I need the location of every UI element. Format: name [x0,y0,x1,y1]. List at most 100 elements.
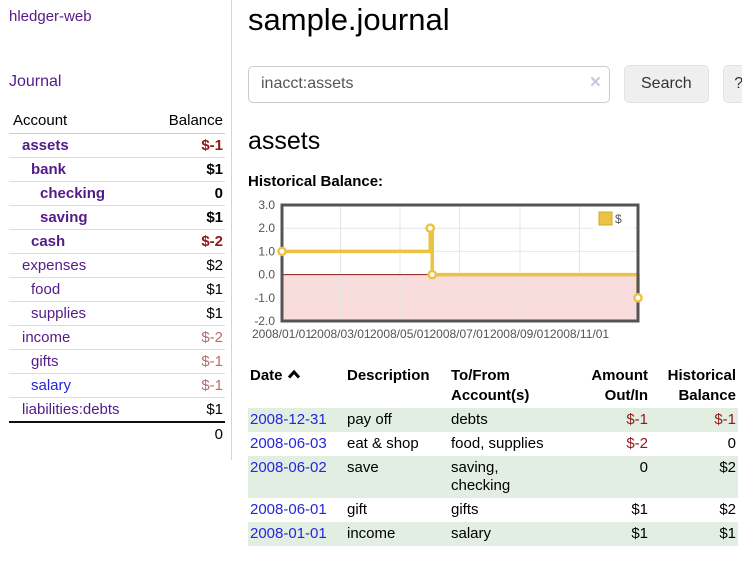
svg-text:1.0: 1.0 [258,244,275,258]
account-link[interactable]: cash [31,233,66,250]
account-link[interactable]: saving [40,209,88,226]
transaction-accounts: food, supplies [451,435,544,452]
account-balance: $1 [149,157,225,182]
account-link[interactable]: checking [40,185,106,202]
svg-text:-2.0: -2.0 [254,314,275,328]
transaction-balance: $1 [719,525,736,542]
account-link[interactable]: supplies [31,305,87,322]
search-form: × Search ? [248,65,742,103]
transaction-amount: $1 [631,501,648,518]
register-header-description[interactable]: Description [347,367,430,384]
balance-chart-svg: 3.0 2.0 1.0 0.0 -1.0 -2.02008/01/012008/03/01… [252,198,643,341]
register-row: 2008-01-01 income salary $1 $1 [248,522,738,546]
transaction-accounts: gifts [451,501,479,518]
svg-text:2008/09/01: 2008/09/01 [490,327,550,341]
accounts-header-balance: Balance [149,110,225,134]
transaction-description: gift [347,501,368,518]
account-row: liabilities:debts $1 [9,397,225,422]
account-balance: $-2 [149,229,225,254]
transaction-date-link[interactable]: 2008-06-02 [250,459,327,476]
search-input-wrap: × [248,65,610,103]
account-row: bank $1 [9,157,225,182]
account-row: saving $1 [9,205,225,230]
account-balance: $1 [149,277,225,302]
account-row: checking 0 [9,181,225,206]
account-row: income $-2 [9,325,225,350]
page-title: sample.journal [248,2,450,37]
transaction-balance: $2 [719,501,736,518]
transaction-amount: 0 [639,459,648,476]
svg-text:-1.0: -1.0 [254,291,275,305]
register-header-amount[interactable]: Amount Out/In [591,367,648,404]
account-link[interactable]: income [22,329,71,346]
account-row: supplies $1 [9,301,225,326]
account-balance: $-1 [149,133,225,158]
register-row: 2008-06-01 gift gifts $1 $2 [248,498,738,522]
main-content: sample.journal × Search ? assets Histori… [232,0,742,546]
svg-text:$: $ [615,212,622,226]
account-heading: assets [248,127,321,155]
transaction-accounts: debts [451,411,488,428]
svg-text:2008/01/01: 2008/01/01 [252,327,312,341]
transaction-amount: $-2 [626,435,648,452]
svg-text:2008/11/01: 2008/11/01 [550,327,609,341]
historical-balance-chart: 3.0 2.0 1.0 0.0 -1.0 -2.0 2008/01/01 2008/03/01… [248,198,742,347]
account-row: gifts $-1 [9,349,225,374]
transaction-balance: $-1 [714,411,736,428]
account-row: salary $-1 [9,373,225,398]
register-header-date[interactable]: Date [248,364,345,408]
sidebar-item-journal[interactable]: Journal [9,73,62,90]
clear-search-icon[interactable]: × [589,71,601,93]
account-row: food $1 [9,277,225,302]
account-balance: 0 [149,181,225,206]
app-title-link[interactable]: hledger-web [9,8,92,25]
account-link[interactable]: assets [22,137,69,154]
transaction-date-link[interactable]: 2008-12-31 [250,411,327,428]
accounts-balance-table: Account Balance assets $-1 bank $1 checking 0… [9,110,225,446]
account-balance: $2 [149,253,225,278]
register-row: 2008-06-03 eat & shop food, supplies $-2 0 [248,432,738,456]
transaction-description: eat & shop [347,435,419,452]
register-header-accounts[interactable]: To/From Account(s) [451,367,530,404]
svg-text:0.0: 0.0 [258,268,275,282]
svg-text:3.0: 3.0 [258,199,275,212]
account-link[interactable]: bank [31,161,67,178]
transaction-amount: $-1 [626,411,648,428]
chart-title: Historical Balance: [248,173,384,190]
search-input[interactable] [248,65,610,103]
svg-text:2008/05/01: 2008/05/01 [370,327,430,341]
account-balance: $-2 [149,325,225,350]
search-help-button[interactable]: ? [722,65,742,103]
transaction-balance: $2 [719,459,736,476]
account-balance: $1 [149,301,225,326]
account-link[interactable]: salary [31,377,72,394]
transaction-amount: $1 [631,525,648,542]
transaction-balance: 0 [727,435,736,452]
transaction-description: save [347,459,379,476]
account-balance: $-1 [149,349,225,374]
account-row: assets $-1 [9,133,225,158]
account-link[interactable]: gifts [31,353,59,370]
account-balance: $1 [149,397,225,422]
svg-text:2.0: 2.0 [258,221,275,235]
accounts-total-balance: 0 [149,420,225,446]
transaction-description: pay off [347,411,392,428]
transaction-date-link[interactable]: 2008-06-01 [250,501,327,518]
search-button[interactable]: Search [624,65,709,103]
account-balance: $-1 [149,373,225,398]
account-link[interactable]: expenses [22,257,87,274]
svg-text:2008/07/01: 2008/07/01 [429,327,489,341]
register-table-body: 2008-12-31 pay off debts $-1 $-1 2008-06-03 ea… [248,408,738,546]
account-link[interactable]: liabilities:debts [22,400,120,418]
transaction-date-link[interactable]: 2008-01-01 [250,525,327,542]
account-link[interactable]: food [31,281,61,298]
account-row: cash $-2 [9,229,225,254]
account-balance: $1 [149,205,225,230]
register-header-balance[interactable]: Historical Balance [667,367,736,404]
transaction-accounts: salary [451,525,492,542]
register-table: Date Description To/From Account(s) Amou… [248,364,738,546]
accounts-header-account: Account [9,110,150,134]
accounts-total-row: 0 [9,420,225,446]
register-row: 2008-12-31 pay off debts $-1 $-1 [248,408,738,432]
transaction-date-link[interactable]: 2008-06-03 [250,435,327,452]
